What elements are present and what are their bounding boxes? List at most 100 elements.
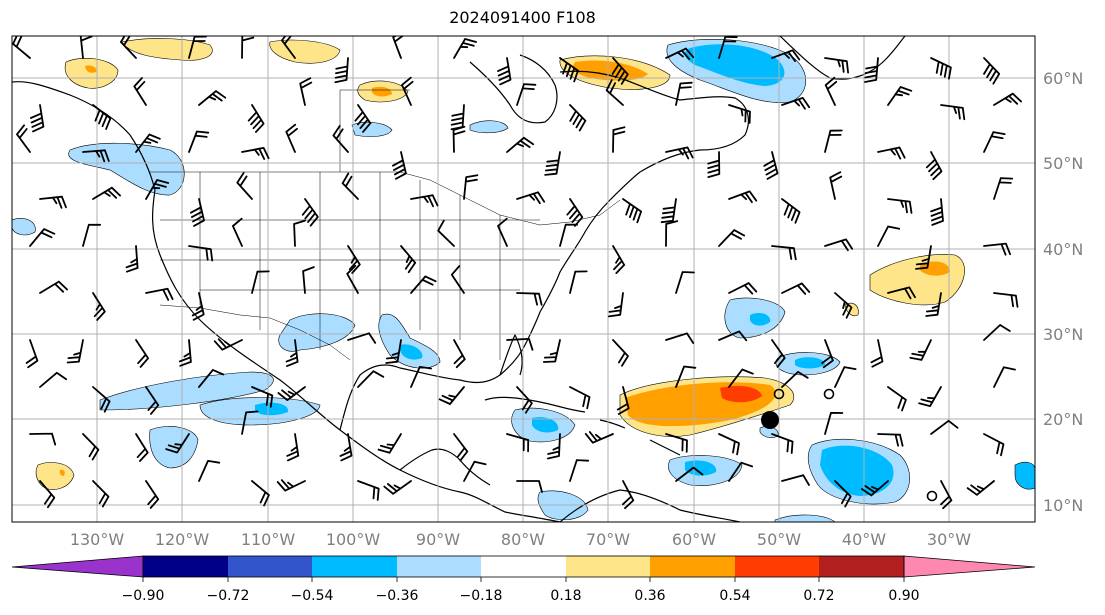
wind-barb: [29, 432, 57, 446]
wind-barb: [188, 130, 210, 153]
colorbar-label: 0.36: [634, 588, 665, 604]
longitude-labels: 130°W 120°W 110°W 100°W 90°W 80°W 70°W 6…: [70, 530, 971, 549]
wind-barb: [453, 339, 466, 369]
wind-barb: [675, 271, 695, 294]
region-neg: [99, 371, 274, 411]
wind-barb: [675, 81, 693, 106]
wind-barb: [463, 174, 479, 200]
wind-barb: [357, 480, 380, 501]
wind-barb: [452, 125, 466, 153]
wind-barb: [39, 371, 68, 388]
colorbar-segment: [566, 556, 650, 577]
colorbar-label: 0.18: [550, 588, 581, 604]
wind-barb: [877, 225, 901, 247]
wind-barb: [728, 190, 758, 204]
wind-barb: [718, 433, 740, 456]
wind-barb: [135, 133, 161, 153]
region-pos: [64, 57, 119, 89]
wind-barb: [178, 339, 192, 367]
wind-barb: [135, 433, 149, 462]
wind-barb: [241, 147, 270, 160]
wind-barb: [877, 433, 904, 447]
lon-label: 130°W: [70, 530, 125, 549]
wind-barb: [29, 228, 56, 247]
region-pos-strong: [720, 385, 762, 403]
coastlines: [12, 36, 906, 522]
wind-barb: [145, 480, 160, 509]
wind-barb: [437, 219, 455, 247]
wind-barb: [887, 286, 916, 300]
wind-barb: [82, 149, 110, 163]
wind-barb: [728, 104, 751, 124]
wind-barb: [918, 386, 942, 407]
wind-barb: [930, 419, 959, 435]
wind-barb: [251, 270, 270, 294]
colorbar: −0.90 −0.72 −0.54 −0.36 −0.18 0.18 0.36 …: [11, 555, 1036, 604]
region-neg: [12, 218, 36, 236]
wind-barb: [612, 245, 626, 274]
wind-barb: [133, 77, 147, 106]
wind-barb: [547, 433, 561, 460]
wind-barb: [410, 194, 439, 208]
wind-barb: [824, 57, 849, 74]
wind-barb: [983, 324, 1011, 341]
wind-barb: [516, 386, 533, 414]
wind-barb: [354, 104, 372, 133]
wind-barb: [909, 339, 932, 361]
wind-barb: [622, 480, 635, 510]
wind-barb: [79, 36, 93, 59]
wind-barb: [781, 371, 809, 388]
wind-barb: [834, 292, 853, 319]
wind-barb: [392, 36, 405, 59]
graticule: [12, 36, 1035, 522]
wind-barb: [665, 47, 695, 60]
colorbar-label: −0.90: [122, 588, 165, 604]
wind-barb: [569, 104, 587, 132]
lat-label: 50°N: [1043, 154, 1083, 173]
wind-barb: [92, 292, 106, 321]
wind-barb: [983, 433, 1005, 457]
wind-barb: [925, 292, 942, 317]
region-neg-core: [795, 357, 825, 369]
lon-label: 30°W: [927, 530, 971, 549]
wind-barb: [198, 369, 225, 388]
colorbar-ticks: [142, 577, 905, 582]
wind-barb: [339, 433, 353, 462]
wind-barb: [92, 480, 110, 508]
wind-barb: [675, 365, 697, 388]
wind-barb: [232, 217, 243, 247]
lon-label: 50°W: [757, 530, 801, 549]
wind-barb: [781, 282, 811, 295]
wind-barb: [453, 38, 477, 59]
wind-barb: [566, 198, 584, 227]
wind-barb: [569, 459, 590, 482]
wind-barb: [12, 36, 31, 59]
wind-barb: [771, 433, 794, 454]
wind-barb: [821, 339, 834, 369]
borders: [150, 89, 621, 361]
wind-barb: [983, 57, 1001, 85]
wind-barb: [377, 433, 402, 454]
wind-barb: [781, 474, 810, 486]
colorbar-label: −0.36: [376, 588, 419, 604]
wind-barb: [92, 186, 121, 200]
wind-barb: [861, 480, 889, 497]
wind-barb: [718, 36, 738, 59]
region-pos-core: [573, 60, 648, 81]
wind-barb: [829, 171, 843, 200]
wind-barb: [728, 368, 754, 388]
wind-barb: [191, 292, 205, 321]
colorbar-segment: [312, 556, 397, 577]
north-america-coast: [12, 81, 561, 522]
wind-barb: [165, 433, 190, 454]
wind-barb: [188, 36, 207, 59]
shaded-regions: [12, 38, 1035, 522]
colorbar-segment: [735, 556, 819, 577]
wind-barb: [276, 479, 306, 492]
region-neg: [278, 313, 356, 352]
wind-barb: [718, 330, 748, 342]
colorbar-label: −0.18: [460, 588, 503, 604]
wind-barb: [887, 86, 913, 106]
wind-barb: [516, 191, 546, 205]
wind-barb: [707, 151, 721, 178]
